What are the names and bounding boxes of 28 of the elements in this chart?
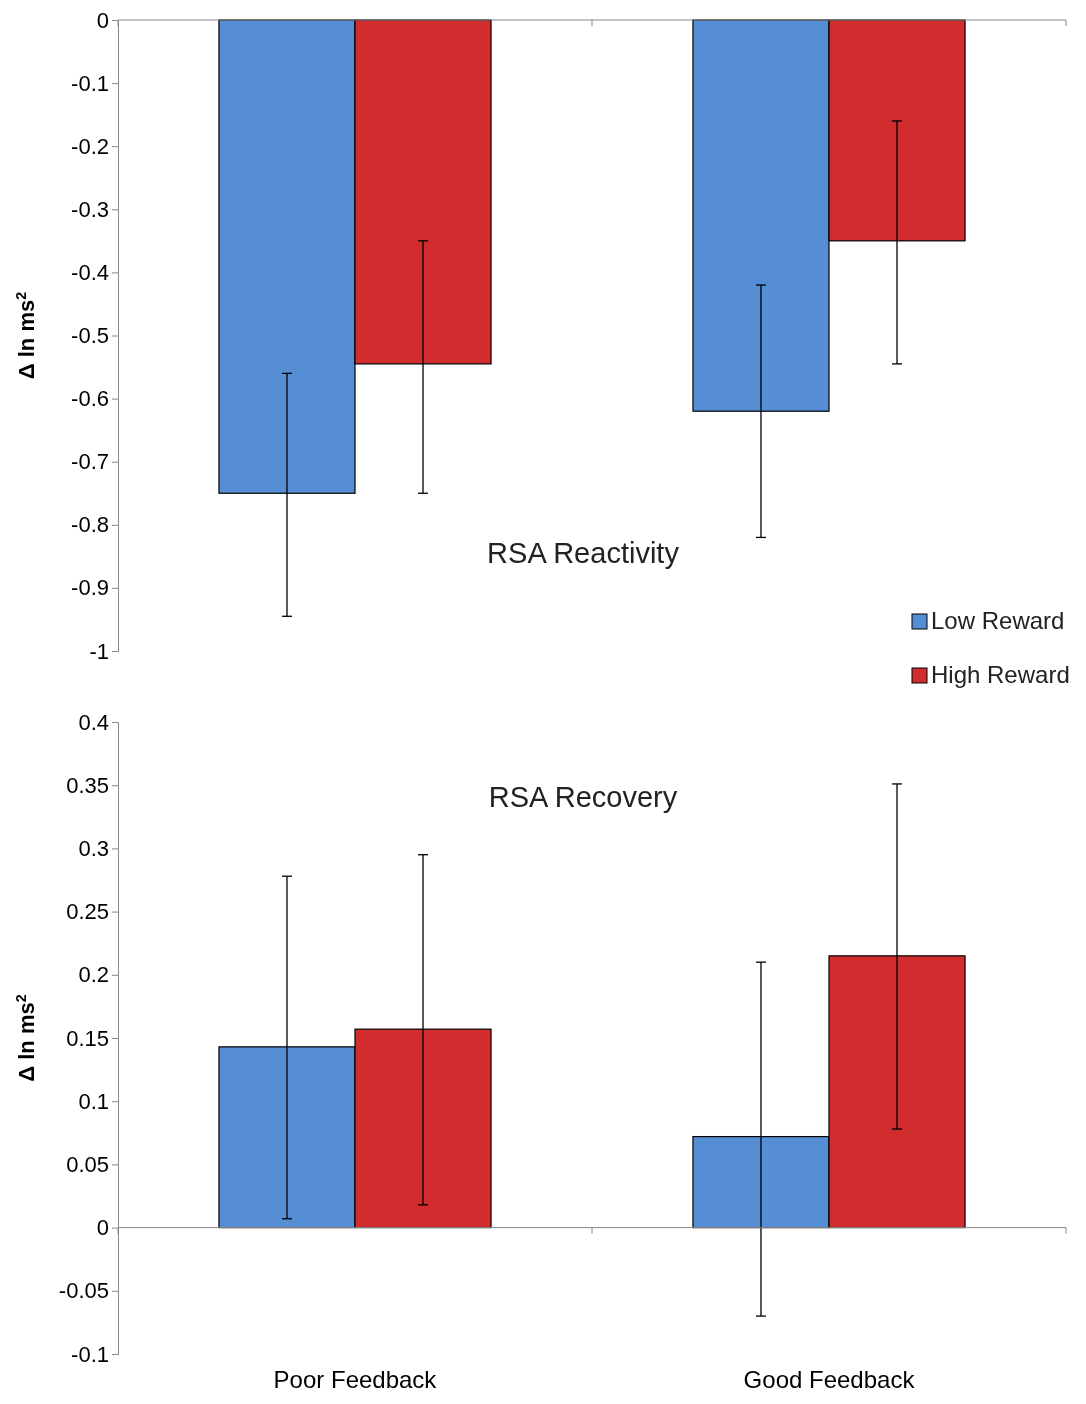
text: RSA Recovery <box>488 781 678 813</box>
y-tick-label: 0 <box>96 7 109 33</box>
y-tick-label: -1 <box>89 638 109 664</box>
y-tick-label: 0.35 <box>66 772 109 798</box>
y-tick-label: -0.7 <box>71 449 109 475</box>
y-tick-label: -0.1 <box>71 1341 109 1367</box>
text: RSA Reactivity <box>487 537 680 569</box>
y-tick-label: 0.4 <box>78 709 109 735</box>
x-tick-label: Poor Feedback <box>273 1366 438 1393</box>
y-tick-label: -0.9 <box>71 575 109 601</box>
y-tick-label: -0.2 <box>71 133 109 159</box>
y-tick-label: -0.1 <box>71 70 109 96</box>
y-tick-label: 0.15 <box>66 1025 109 1051</box>
y-tick-label: -0.05 <box>58 1278 109 1304</box>
y-tick-label: 0.3 <box>78 835 109 861</box>
legend-label: Low Reward <box>931 607 1065 634</box>
legend-label: High Reward <box>931 661 1070 688</box>
y-tick-label: -0.3 <box>71 196 109 222</box>
y-tick-label: 0.1 <box>78 1088 109 1114</box>
x-tick-label: Good Feedback <box>743 1366 916 1393</box>
y-tick-label: -0.8 <box>71 512 109 538</box>
y-tick-label: 0.25 <box>66 899 109 925</box>
y-tick-label: -0.4 <box>71 259 109 285</box>
y-tick-label: 0 <box>96 1215 109 1241</box>
y-tick-label: 0.05 <box>66 1151 109 1177</box>
y-tick-label: -0.6 <box>71 386 109 412</box>
y-tick-label: 0.2 <box>78 962 109 988</box>
y-tick-label: -0.5 <box>71 323 109 349</box>
